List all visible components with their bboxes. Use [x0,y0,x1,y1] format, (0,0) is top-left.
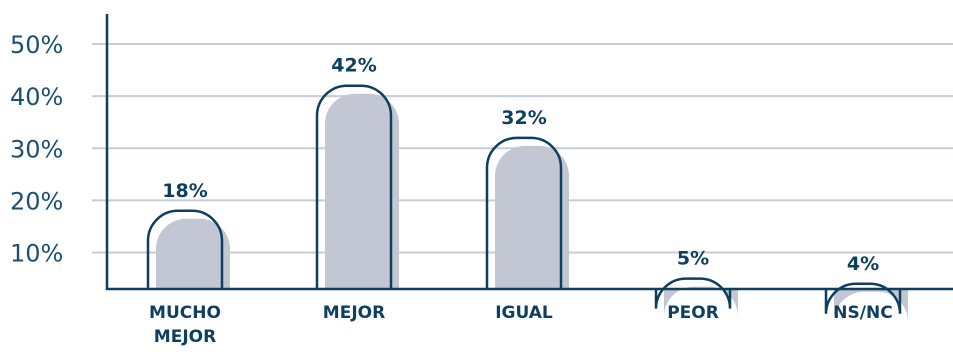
y-tick-label: 40% [10,83,63,111]
bar-value-label: 32% [501,107,546,129]
y-tick-label: 30% [10,135,63,163]
bar-fill [156,218,230,289]
x-category-label: MUCHO [149,303,221,323]
x-category-label: PEOR [667,303,719,323]
y-tick-label: 20% [10,187,63,215]
bar-0 [146,209,230,289]
bar-outline [485,136,563,289]
x-category-label: MEJOR [154,327,216,347]
bar-outline [824,282,902,314]
y-tick-label: 50% [10,31,63,59]
bar-value-label: 4% [847,253,879,275]
x-category-label: NS/NC [833,303,892,323]
bar-1 [315,84,399,290]
bar-outline [146,209,224,289]
bar-4 [824,282,908,322]
bar-value-label: 5% [677,248,709,270]
x-category-label: MEJOR [323,303,385,323]
bar-value-label: 42% [331,55,376,77]
bar-fill [325,93,399,290]
x-category-label: IGUAL [495,303,553,323]
bar-2 [485,136,569,289]
bar-outline [654,277,732,309]
x-axis-categories: MUCHO MEJOR MEJOR IGUAL PEOR NS/NC [149,303,893,347]
y-axis-ticks: 10% 20% 30% 40% 50% [10,31,63,268]
value-labels: 18% 42% 32% 5% 4% [162,55,879,275]
y-tick-label: 10% [10,240,63,268]
bar-value-label: 18% [162,180,207,202]
bar-fill [495,145,569,289]
bar-outline [315,84,393,289]
